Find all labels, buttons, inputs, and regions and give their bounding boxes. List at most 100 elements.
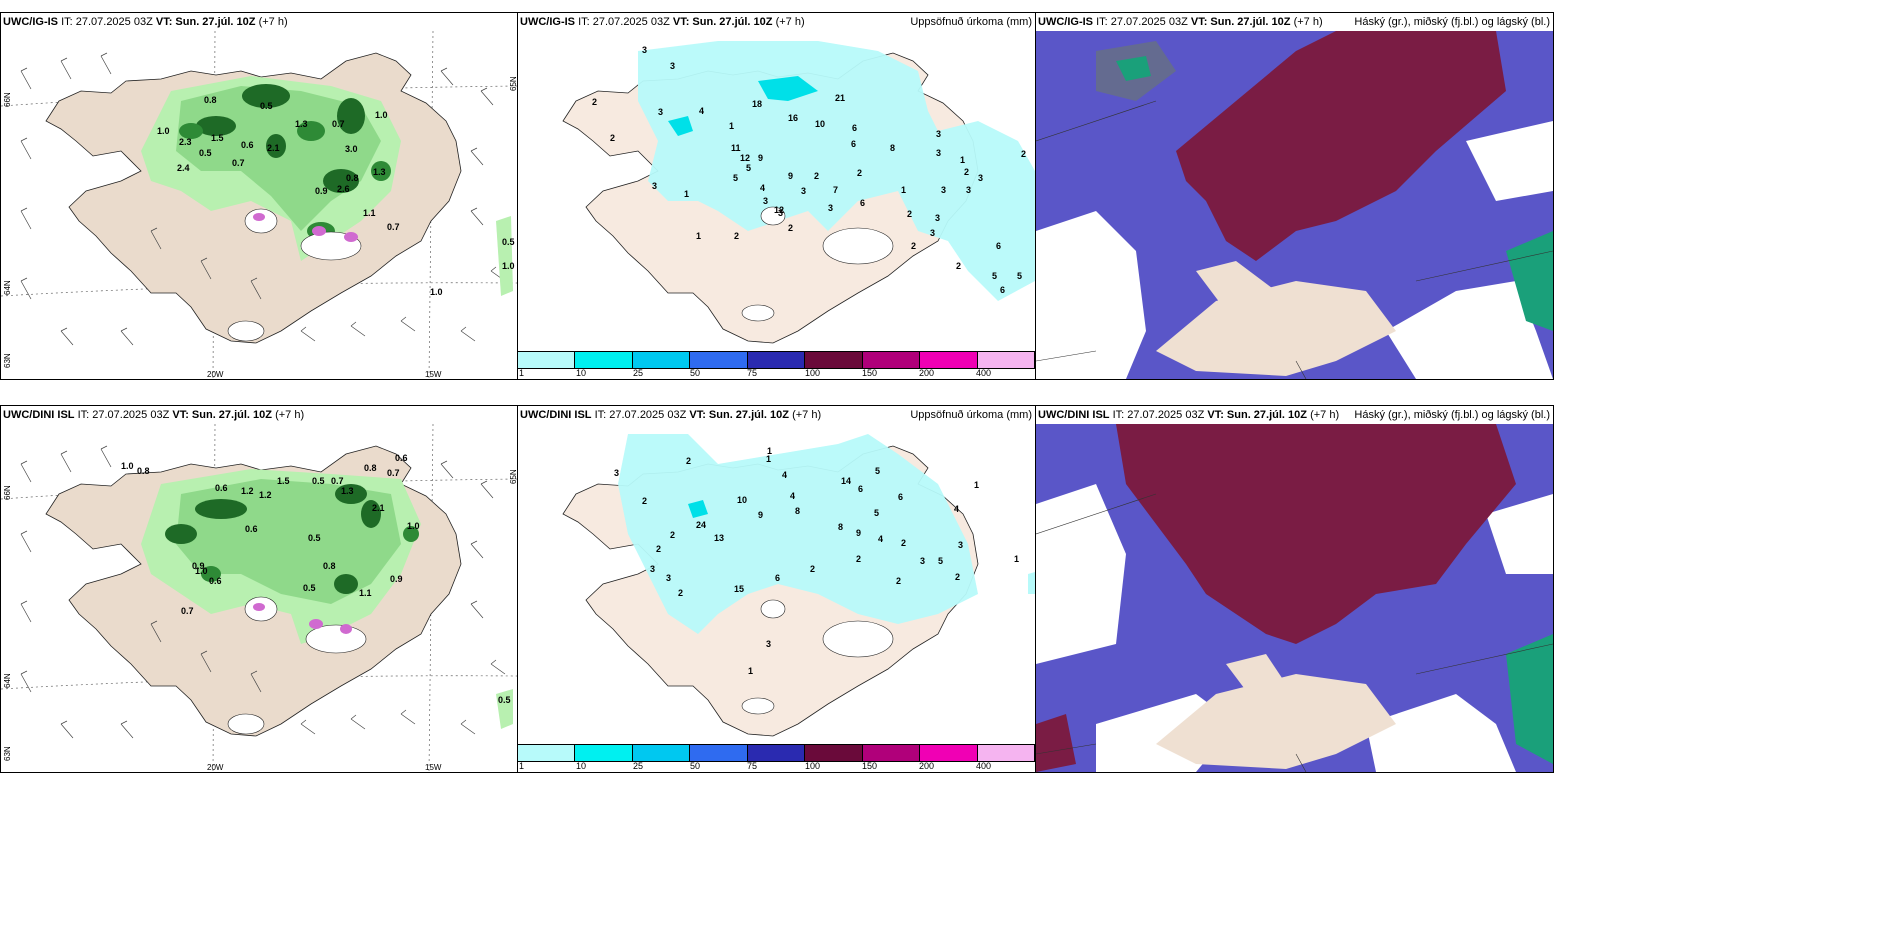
precip-value: 2 bbox=[901, 538, 907, 548]
legend-label: 150 bbox=[862, 761, 878, 771]
rain-value: 2.4 bbox=[177, 163, 190, 173]
legend-swatch bbox=[920, 352, 978, 368]
rain-value: 0.5 bbox=[199, 148, 212, 158]
rain-value: 0.6 bbox=[245, 524, 258, 534]
lat-label-63n: 63N bbox=[3, 746, 12, 761]
precip-value: 6 bbox=[775, 573, 781, 583]
panel-bot-left: UWC/DINI ISL IT: 27.07.2025 03Z VT: Sun.… bbox=[0, 405, 518, 773]
precip-value: 3 bbox=[778, 208, 784, 218]
precip-value: 4 bbox=[954, 504, 960, 514]
precip-value: 5 bbox=[992, 271, 998, 281]
precip-value: 13 bbox=[714, 533, 725, 543]
precip-value: 1 bbox=[729, 121, 735, 131]
precip-value: 3 bbox=[941, 185, 947, 195]
precip-value: 1 bbox=[767, 446, 773, 456]
legend-swatch bbox=[977, 352, 1035, 368]
precip-value: 2 bbox=[955, 572, 961, 582]
precip-value: 4 bbox=[782, 470, 788, 480]
precip-value: 1 bbox=[696, 231, 702, 241]
precip-value: 2 bbox=[896, 576, 902, 586]
rain-value: 0.6 bbox=[241, 140, 254, 150]
precip-value: 2 bbox=[670, 530, 676, 540]
panel-bot-right: UWC/DINI ISL IT: 27.07.2025 03Z VT: Sun.… bbox=[1035, 405, 1554, 773]
precip-value: 12 bbox=[774, 205, 785, 215]
legend-label: 1 bbox=[519, 368, 525, 378]
rain-value: 0.5 bbox=[498, 695, 511, 705]
lon-label-15w: 15W bbox=[425, 763, 442, 772]
precip-value: 4 bbox=[878, 534, 884, 544]
precip-value: 3 bbox=[763, 196, 769, 206]
legend-label: 400 bbox=[976, 368, 992, 378]
rain-value: 0.8 bbox=[364, 463, 377, 473]
rain-value: 1.0 bbox=[430, 287, 443, 297]
precip-value: 10 bbox=[815, 119, 826, 129]
legend-label: 50 bbox=[690, 368, 701, 378]
precip-value: 2 bbox=[857, 168, 863, 178]
legend-label: 1 bbox=[519, 761, 525, 771]
legend-label: 75 bbox=[747, 368, 758, 378]
panel-top-right: UWC/IG-IS IT: 27.07.2025 03Z VT: Sun. 27… bbox=[1035, 12, 1554, 380]
precip-value: 3 bbox=[936, 148, 942, 158]
lon-label-20w: 20W bbox=[207, 370, 224, 379]
panel-header: UWC/IG-IS IT: 27.07.2025 03Z VT: Sun. 27… bbox=[520, 16, 805, 28]
rain-value: 1.3 bbox=[295, 119, 308, 129]
precip-value: 3 bbox=[766, 639, 772, 649]
precip-value: 11 bbox=[731, 143, 741, 153]
legend-label: 100 bbox=[805, 761, 821, 771]
lat-label-66n: 66N bbox=[3, 92, 12, 107]
precip-value: 3 bbox=[828, 203, 834, 213]
precip-value: 6 bbox=[860, 198, 866, 208]
rain-value: 1.0 bbox=[502, 261, 515, 271]
rain-value: 0.6 bbox=[215, 483, 228, 493]
rain-value: 0.5 bbox=[502, 237, 515, 247]
legend-label: 10 bbox=[576, 368, 587, 378]
legend-label: 50 bbox=[690, 761, 701, 771]
legend-swatch bbox=[518, 352, 576, 368]
panel-header: UWC/DINI ISL IT: 27.07.2025 03Z VT: Sun.… bbox=[1038, 409, 1340, 421]
rain-value: 0.5 bbox=[312, 476, 325, 486]
rain-value: 1.2 bbox=[259, 490, 272, 500]
legend-label: 200 bbox=[919, 368, 935, 378]
precip-value: 3 bbox=[650, 564, 656, 574]
rain-value: 0.6 bbox=[209, 576, 222, 586]
precip-value: 7 bbox=[833, 185, 839, 195]
rain-value: 1.0 bbox=[121, 461, 134, 471]
rain-value: 2.1 bbox=[372, 503, 385, 513]
rain-value: 0.7 bbox=[332, 119, 345, 129]
precip-value: 2 bbox=[686, 456, 692, 466]
legend-swatch bbox=[632, 352, 691, 368]
legend-swatch bbox=[862, 352, 921, 368]
precip-value: 9 bbox=[856, 528, 862, 538]
legend-swatch bbox=[575, 352, 633, 368]
rain-value: 0.9 bbox=[390, 574, 403, 584]
rain-value: 0.8 bbox=[204, 95, 217, 105]
panel-header: UWC/IG-IS IT: 27.07.2025 03Z VT: Sun. 27… bbox=[3, 16, 288, 28]
precip-value: 6 bbox=[898, 492, 904, 502]
precip-value: 8 bbox=[838, 522, 844, 532]
precip-value: 1 bbox=[684, 189, 690, 199]
lat-label-66n: 66N bbox=[3, 485, 12, 500]
lat-label-63n: 63N bbox=[3, 353, 12, 368]
precip-value: 2 bbox=[734, 231, 740, 241]
precip-value: 5 bbox=[874, 508, 880, 518]
rain-value: 0.7 bbox=[331, 476, 344, 486]
precip-value: 15 bbox=[734, 584, 745, 594]
cloud-map bbox=[1036, 31, 1553, 379]
precip-value: 3 bbox=[670, 61, 676, 71]
rain-value: 2.1 bbox=[267, 143, 280, 153]
wind-rain-map bbox=[1, 424, 517, 772]
precip-value: 2 bbox=[907, 209, 913, 219]
precip-value: 2 bbox=[810, 564, 816, 574]
precip-value: 3 bbox=[930, 228, 936, 238]
legend-swatch bbox=[518, 745, 576, 761]
rain-value: 0.7 bbox=[232, 158, 245, 168]
legend-label: 200 bbox=[919, 761, 935, 771]
rain-value: 0.8 bbox=[346, 173, 359, 183]
precip-value: 2 bbox=[1021, 149, 1027, 159]
precip-value: 3 bbox=[652, 181, 658, 191]
legend-swatch bbox=[977, 745, 1035, 761]
legend-swatch bbox=[805, 745, 863, 761]
rain-value: 0.9 bbox=[315, 186, 328, 196]
panel-title: Háský (gr.), miðský (fj.bl.) og lágský (… bbox=[1354, 409, 1550, 421]
precip-value: 3 bbox=[936, 129, 942, 139]
